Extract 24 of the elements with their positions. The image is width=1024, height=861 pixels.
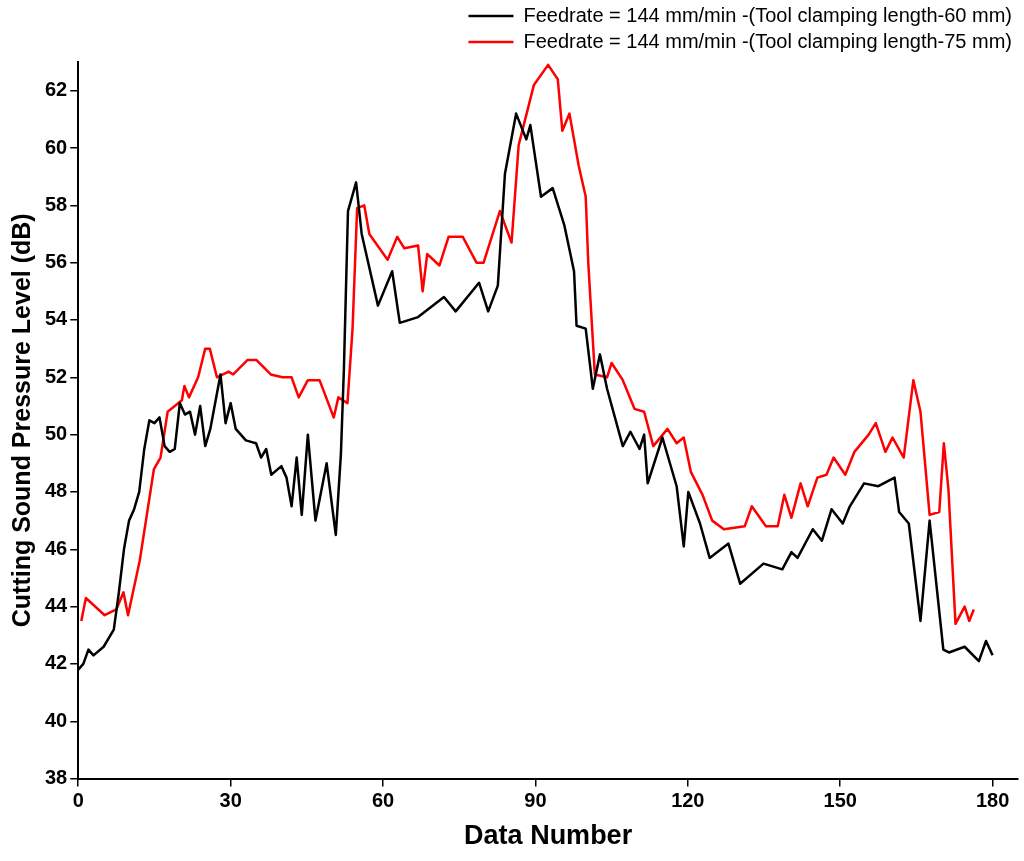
y-tick-label: 40	[45, 708, 68, 731]
y-axis-title: Cutting Sound Pressure Level (dB)	[6, 213, 35, 628]
x-tick-label: 90	[524, 789, 547, 812]
legend-label: Feedrate = 144 mm/min -(Tool clamping length-60 mm)	[523, 3, 1013, 26]
legend-label: Feedrate = 144 mm/min -(Tool clamping length-75 mm)	[523, 29, 1013, 52]
y-tick-label: 48	[45, 479, 68, 502]
x-tick-label: 0	[72, 789, 84, 812]
x-tick-label: 120	[671, 789, 705, 812]
y-tick-label: 52	[45, 364, 68, 387]
x-axis-title: Data Number	[464, 820, 633, 851]
y-tick-label: 44	[45, 594, 69, 617]
y-tick-label: 54	[45, 307, 69, 330]
x-tick-label: 180	[975, 789, 1010, 812]
y-tick-label: 42	[45, 651, 68, 674]
y-tick-label: 62	[45, 78, 68, 101]
x-tick-label: 30	[219, 789, 242, 812]
y-tick-label: 56	[45, 250, 68, 273]
y-tick-label: 50	[45, 422, 68, 445]
y-tick-label: 38	[45, 766, 68, 789]
x-tick-label: 150	[823, 789, 857, 812]
x-tick-label: 60	[371, 789, 395, 812]
y-tick-label: 58	[45, 192, 68, 215]
y-tick-label: 46	[45, 536, 68, 559]
y-tick-label: 60	[45, 135, 68, 158]
